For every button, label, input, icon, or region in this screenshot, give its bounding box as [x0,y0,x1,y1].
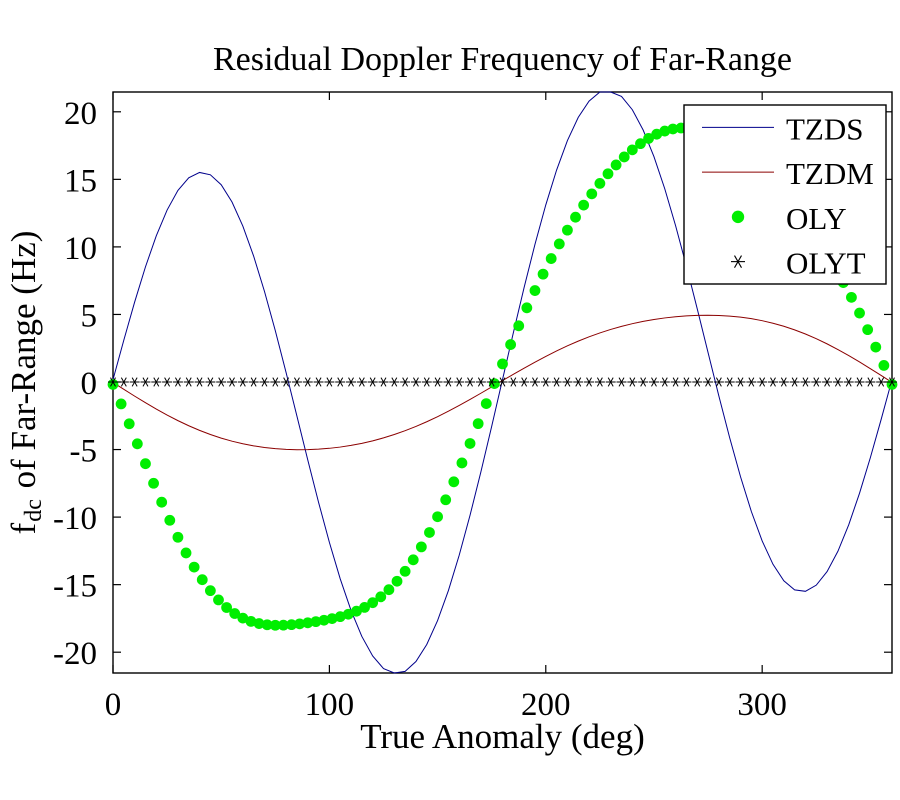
svg-text:300: 300 [737,687,787,723]
svg-text:TZDS: TZDS [786,111,864,146]
svg-text:10: 10 [64,231,97,267]
svg-text:15: 15 [64,163,97,199]
svg-text:5: 5 [81,298,98,334]
svg-text:0: 0 [105,687,122,723]
svg-text:100: 100 [305,687,355,723]
svg-text:OLY: OLY [786,201,847,236]
svg-text:-20: -20 [53,636,97,672]
svg-text:Residual Doppler Frequency of: Residual Doppler Frequency of Far-Range [213,41,792,78]
svg-text:True Anomaly (deg): True Anomaly (deg) [360,717,645,756]
svg-text:-10: -10 [53,501,97,537]
svg-text:-5: -5 [70,434,98,470]
svg-text:OLYT: OLYT [786,246,866,281]
svg-text:fdc of Far-Range (Hz): fdc of Far-Range (Hz) [4,231,47,535]
svg-text:-15: -15 [53,569,97,605]
svg-text:TZDM: TZDM [786,156,874,191]
svg-text:20: 20 [64,96,97,132]
svg-text:0: 0 [81,366,98,402]
